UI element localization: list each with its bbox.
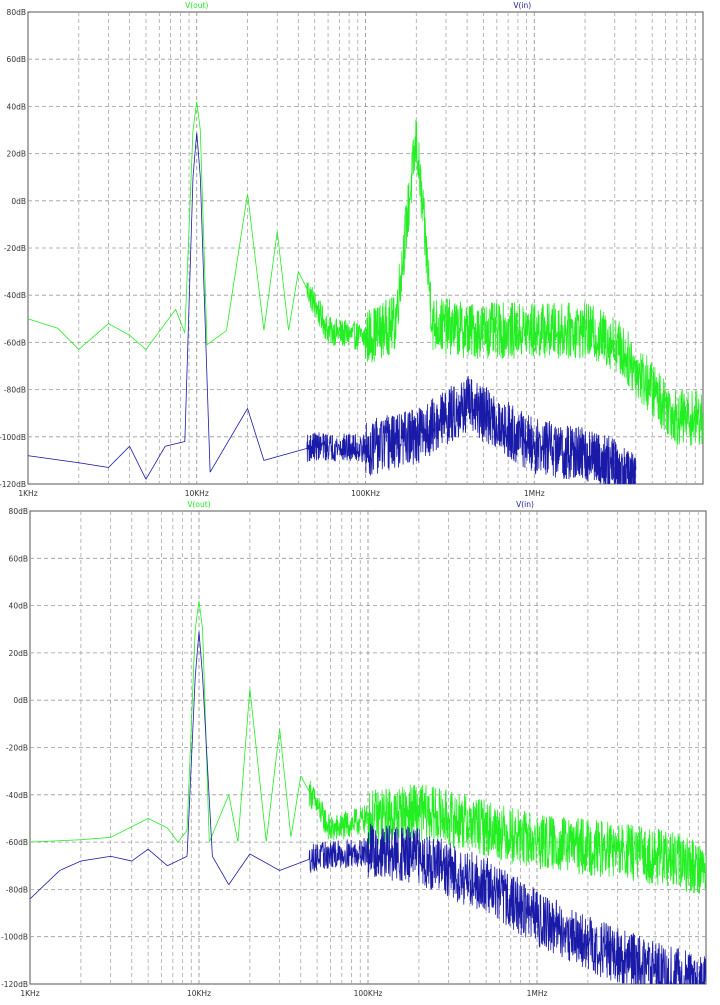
legend-label-vin: V(in) (513, 1, 531, 10)
y-tick-label: -40dB (4, 291, 26, 300)
y-tick-label: -20dB (6, 744, 28, 753)
plot-panel-1: 80dB 60dB 40dB 20dB 0dB -20dB -40dB -60dB -80dB -… (0, 1, 704, 498)
y-tick-label: -80dB (4, 386, 26, 395)
x-tick-label: 1MHz (527, 989, 548, 998)
y-tick-label: -40dB (6, 791, 28, 800)
trace-vin (28, 133, 637, 484)
y-tick-label: 40dB (7, 102, 26, 111)
y-tick-label: 60dB (9, 554, 28, 563)
y-tick-label: -60dB (4, 338, 26, 347)
legend-label-vout: V(out) (185, 1, 208, 10)
y-tick-label: -100dB (0, 433, 26, 442)
x-tick-label: 100KHz (354, 989, 383, 998)
y-tick-label: -80dB (6, 885, 28, 894)
legend-label-vin: V(in) (516, 500, 534, 509)
y-tick-label: 0dB (11, 197, 26, 206)
y-tick-label: 60dB (7, 55, 26, 64)
y-tick-label: -120dB (0, 480, 26, 489)
y-tick-label: 80dB (9, 507, 28, 516)
y-tick-label: -20dB (4, 244, 26, 253)
y-tick-label: 20dB (9, 649, 28, 658)
x-tick-label: 10KHz (187, 989, 211, 998)
x-tick-label: 1KHz (18, 489, 37, 498)
x-tick-label: 100KHz (351, 489, 380, 498)
y-tick-label: 20dB (7, 150, 26, 159)
x-tick-label: 1MHz (524, 489, 545, 498)
trace-vout (30, 600, 706, 894)
trace-vout (28, 101, 703, 446)
y-tick-label: -60dB (6, 838, 28, 847)
x-tick-label: 1KHz (20, 989, 39, 998)
y-tick-label: 80dB (7, 8, 26, 17)
x-tick-label: 10KHz (185, 489, 209, 498)
y-tick-label: 40dB (9, 602, 28, 611)
y-tick-label: -120dB (1, 980, 28, 989)
legend-label-vout: V(out) (187, 500, 210, 509)
y-tick-label: -100dB (1, 933, 28, 942)
plot-panel-2: 80dB 60dB 40dB 20dB 0dB -20dB -40dB -60dB -80dB -… (1, 500, 707, 998)
y-tick-label: 0dB (13, 696, 28, 705)
trace-vin (30, 631, 706, 984)
